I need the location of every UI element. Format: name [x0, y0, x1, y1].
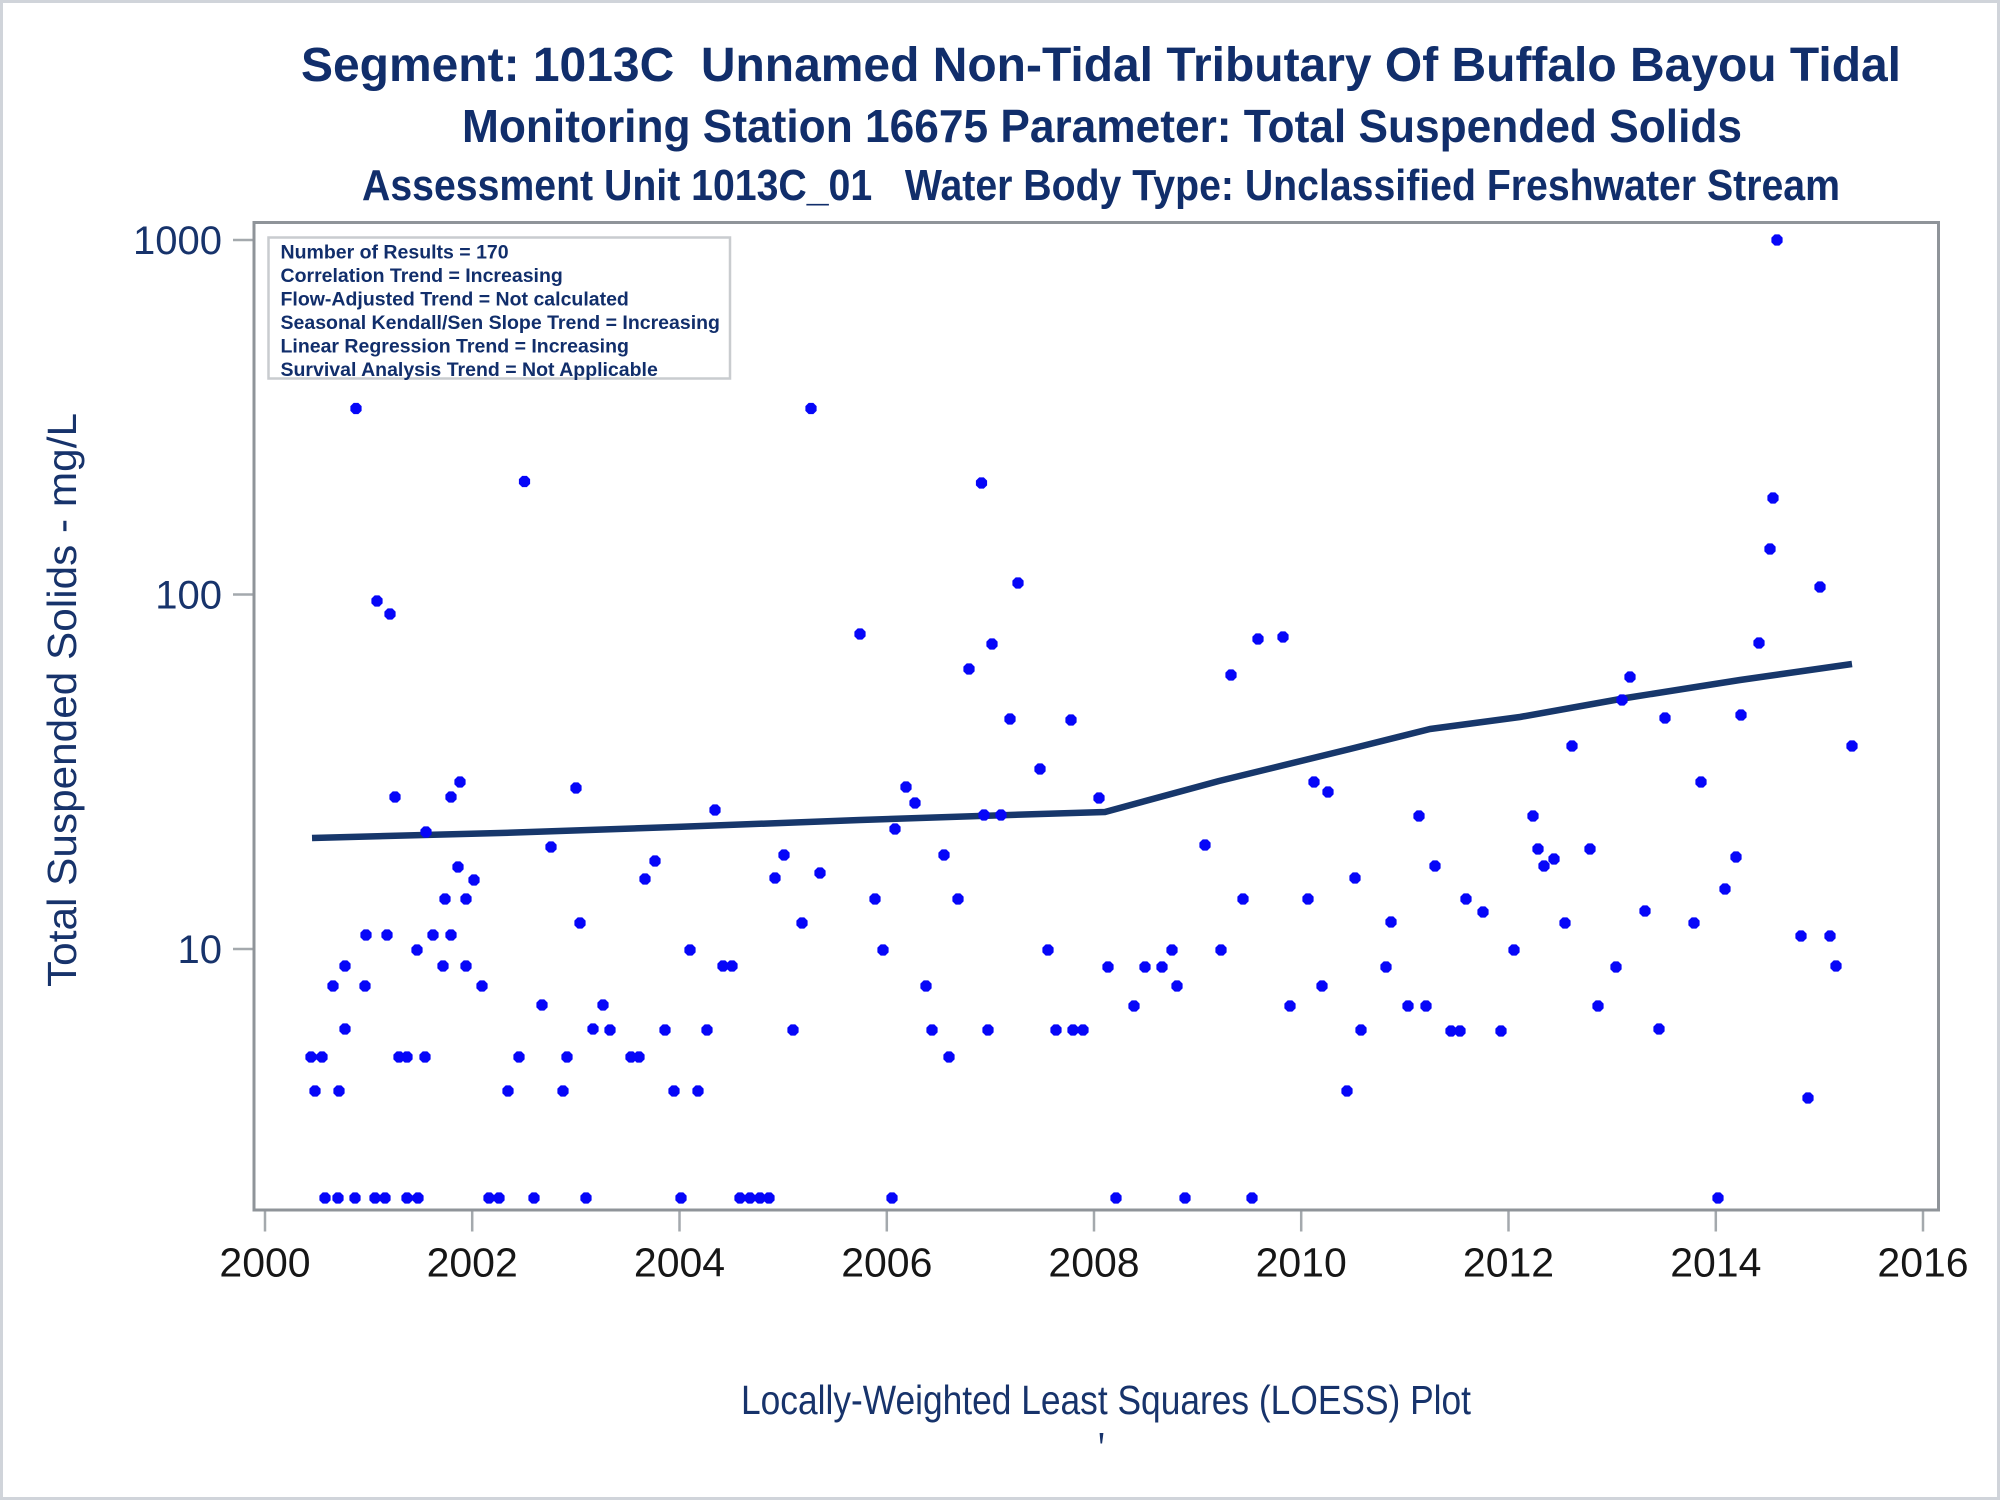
svg-text:Correlation Trend = Increasing: Correlation Trend = Increasing	[281, 265, 563, 287]
svg-text:Segment: 1013C Unnamed Non-Ti: Segment: 1013C Unnamed Non-Tidal Tributa…	[301, 39, 1901, 92]
svg-text:2002: 2002	[427, 1240, 518, 1286]
svg-text:Number of Results = 170: Number of Results = 170	[281, 242, 509, 264]
svg-text:2008: 2008	[1048, 1240, 1139, 1286]
svg-text:10: 10	[178, 928, 223, 972]
svg-text:2012: 2012	[1463, 1240, 1554, 1286]
svg-text:Total Suspended Solids - mg/L: Total Suspended Solids - mg/L	[39, 413, 85, 987]
svg-text:100: 100	[155, 574, 222, 618]
svg-text:Survival Analysis Trend = Not: Survival Analysis Trend = Not Applicable	[281, 359, 658, 381]
svg-text:Monitoring Station 16675 Param: Monitoring Station 16675 Parameter: Tota…	[462, 100, 1742, 152]
svg-text:Assessment Unit 1013C_01 Wat: Assessment Unit 1013C_01 Water Body Type…	[362, 161, 1840, 210]
svg-text:2014: 2014	[1670, 1240, 1761, 1286]
svg-text:1000: 1000	[133, 219, 222, 263]
svg-text:Linear Regression Trend = Incr: Linear Regression Trend = Increasing	[281, 336, 629, 358]
svg-text:2010: 2010	[1256, 1240, 1347, 1286]
svg-text:2016: 2016	[1877, 1240, 1968, 1286]
svg-text:2006: 2006	[841, 1240, 932, 1286]
svg-text:Locally-Weighted Least Squares: Locally-Weighted Least Squares (LOESS) P…	[741, 1377, 1472, 1423]
svg-text:Flow-Adjusted Trend = Not calc: Flow-Adjusted Trend = Not calculated	[281, 289, 629, 311]
svg-text:2004: 2004	[634, 1240, 725, 1286]
svg-text:Seasonal Kendall/Sen Slope Tre: Seasonal Kendall/Sen Slope Trend = Incre…	[281, 312, 720, 334]
svg-text:2000: 2000	[219, 1240, 310, 1286]
